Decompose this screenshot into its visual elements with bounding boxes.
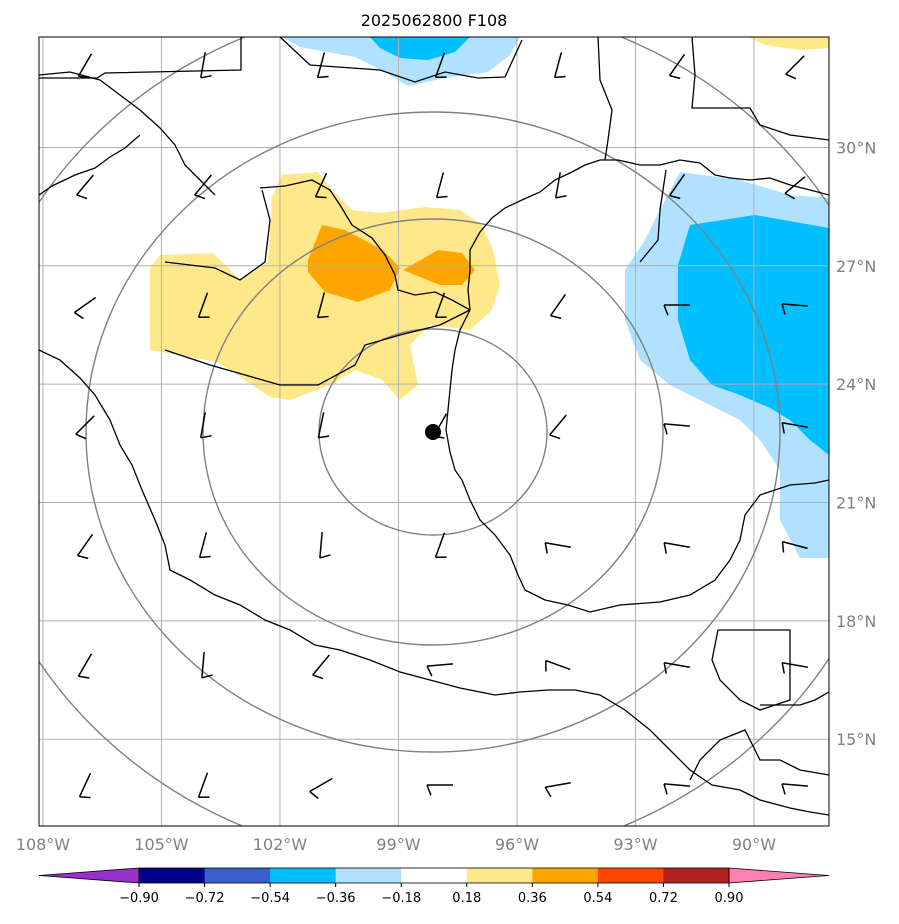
colorbar-extend-low: [38, 867, 140, 884]
map-title: 2025062800 F108: [361, 11, 508, 30]
wind-barb: [549, 293, 567, 320]
lat-label: 27°N: [836, 257, 876, 276]
wind-barb: [545, 659, 571, 672]
colorbar-frame: [138, 867, 730, 884]
lon-label: 90°W: [732, 835, 776, 854]
colorbar-extend-high: [728, 867, 830, 884]
wind-barb: [784, 176, 806, 200]
wind-barb: [200, 412, 212, 439]
colorbar-tick-label: 0.54: [583, 891, 612, 906]
colorbar-tick-label: 0.36: [518, 891, 547, 906]
colorbar-segment: [270, 868, 337, 883]
wind-barb: [434, 532, 447, 558]
wind-barb: [553, 52, 566, 79]
colorbar-tick-label: −0.72: [185, 891, 225, 906]
lat-label: 18°N: [836, 612, 876, 631]
wind-barb: [663, 542, 690, 554]
wind-barb: [781, 540, 808, 553]
wind-barb: [668, 173, 686, 200]
wind-barb: [201, 651, 213, 679]
range-ring-6deg: [202, 218, 664, 646]
colorbar-tick-label: 0.72: [649, 891, 678, 906]
lon-label: 96°W: [495, 835, 539, 854]
wind-barb: [668, 53, 686, 80]
wind-barb: [434, 52, 447, 78]
wind-barb: [781, 422, 808, 434]
wind-barb: [426, 784, 453, 796]
wind-barb: [312, 654, 330, 680]
wind-barb: [194, 174, 212, 200]
colorbar-segment: [139, 868, 206, 883]
map-frame: [38, 36, 830, 827]
wind-barb: [781, 662, 808, 674]
wind-barb: [555, 172, 567, 199]
lon-label: 93°W: [613, 835, 657, 854]
map-panel: [39, 37, 829, 826]
wind-barb: [198, 532, 211, 559]
lon-label: 102°W: [253, 835, 308, 854]
wind-barb: [663, 662, 690, 674]
wind-barb: [309, 777, 333, 800]
wind-barb: [435, 172, 448, 199]
colorbar-tick-label: −0.18: [381, 891, 421, 906]
colorbar-tick-label: −0.54: [250, 891, 290, 906]
colorbar-segment: [532, 868, 599, 883]
colorbar-segment: [597, 868, 664, 883]
wind-barb: [426, 663, 454, 677]
lon-label: 105°W: [134, 835, 189, 854]
gridlines: [39, 37, 829, 826]
latitude-labels: 15°N 18°N 21°N 24°N 27°N 30°N: [836, 138, 876, 749]
wind-barb: [781, 303, 809, 315]
longitude-labels: 108°W 105°W 102°W 99°W 96°W 93°W 90°W: [16, 835, 776, 854]
wind-barb: [73, 296, 97, 320]
colorbar-tick-label: 0.18: [452, 891, 481, 906]
lat-label: 24°N: [836, 375, 876, 394]
colorbar-tick-label: 0.90: [715, 891, 744, 906]
wind-barb: [197, 292, 210, 318]
wind-barb: [663, 423, 691, 435]
wind-barbs: [73, 52, 809, 800]
colorbar: −0.90 −0.72 −0.54 −0.36 −0.18 0.18 0.36 0.54 0.7…: [38, 867, 830, 906]
wind-barb: [663, 304, 690, 316]
wind-barb: [200, 52, 212, 79]
wind-barb: [78, 772, 92, 799]
wind-barb: [317, 412, 330, 439]
wind-barb: [75, 415, 95, 440]
colorbar-tick-label: −0.90: [119, 891, 159, 906]
wind-barb: [316, 292, 329, 319]
wind-barb: [197, 772, 210, 798]
wind-barb: [663, 783, 691, 795]
wind-barb: [549, 414, 567, 440]
wind-barb: [319, 531, 331, 559]
lat-label: 15°N: [836, 730, 876, 749]
colorbar-segment: [466, 868, 533, 883]
colorbar-tick-label: −0.36: [316, 891, 356, 906]
wind-barb: [785, 55, 805, 80]
colorbar-segment: [401, 868, 468, 883]
lon-label: 99°W: [376, 835, 420, 854]
colorbar-segment: [335, 868, 402, 883]
wind-barb: [316, 52, 329, 79]
wind-barb: [76, 174, 94, 200]
coastlines-borders: [39, 37, 829, 816]
lon-label: 108°W: [16, 835, 71, 854]
wind-barb: [544, 542, 571, 554]
wind-barb: [544, 782, 571, 798]
wind-barb: [76, 533, 94, 560]
lat-label: 21°N: [836, 494, 876, 513]
wind-barb: [314, 172, 328, 199]
wind-barb: [434, 292, 447, 318]
wind-barb: [77, 653, 93, 679]
colorbar-segment: [204, 868, 271, 883]
lat-label: 30°N: [836, 138, 876, 157]
range-ring-9deg: [85, 111, 781, 753]
wind-barb: [77, 53, 93, 79]
storm-center-marker: [425, 424, 441, 440]
colorbar-segment: [663, 868, 730, 883]
wind-barb: [781, 783, 809, 795]
